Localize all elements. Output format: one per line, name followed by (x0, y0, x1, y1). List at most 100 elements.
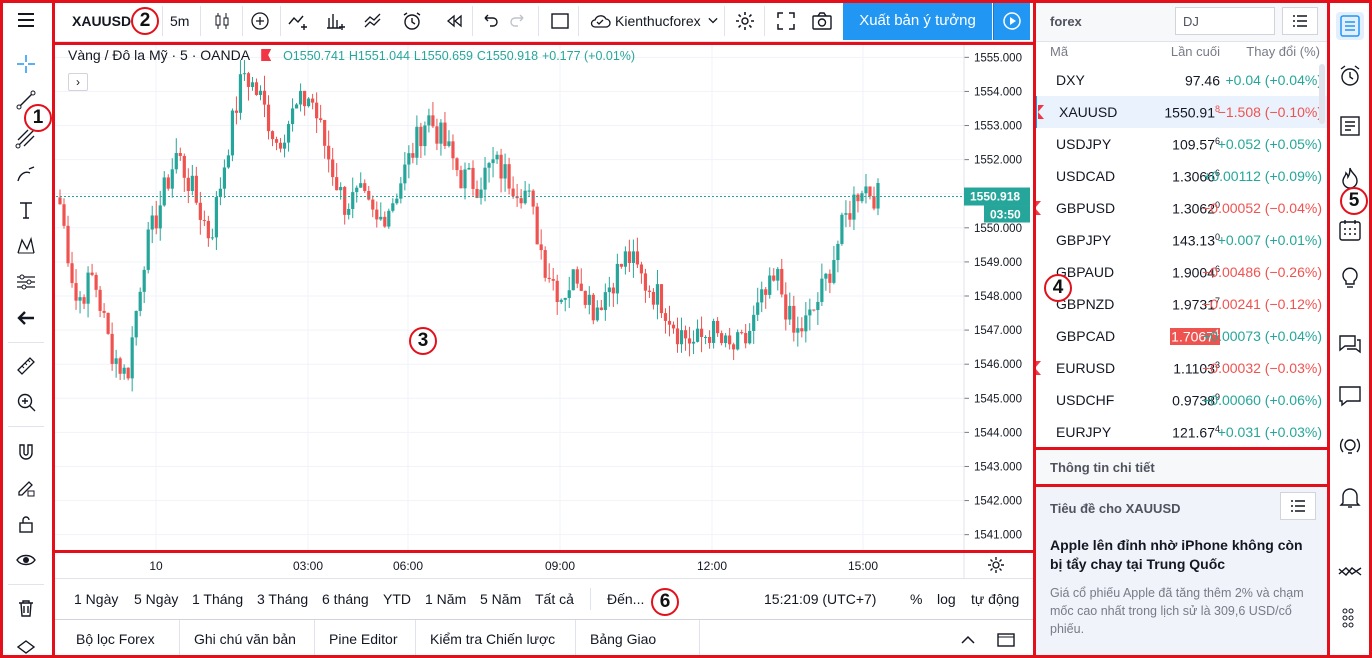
menu-icon[interactable] (14, 8, 38, 32)
text-tool-icon[interactable] (14, 198, 38, 222)
axis-settings-icon[interactable] (988, 557, 1004, 573)
flag-icon[interactable] (1038, 105, 1044, 119)
watchlist-row[interactable]: EURJPY 121.674 +0.031 (+0.03%) (1034, 416, 1328, 448)
trash-icon[interactable] (14, 596, 38, 620)
magnet-icon[interactable] (14, 440, 38, 464)
bottom-tab-2[interactable]: Pine Editor (315, 620, 416, 658)
maximize-panel-icon[interactable] (996, 630, 1016, 650)
layers-icon[interactable] (14, 636, 38, 658)
lock-pencil-icon[interactable] (14, 476, 38, 500)
redo-icon[interactable] (506, 9, 530, 33)
brush-icon[interactable] (14, 162, 38, 186)
flag-icon[interactable] (1035, 361, 1041, 375)
cloud-icon[interactable] (588, 9, 612, 33)
range-7[interactable]: 5 Năm (480, 591, 522, 607)
replay-icon[interactable] (442, 9, 466, 33)
streams-icon[interactable] (1336, 432, 1364, 460)
collapse-panel-icon[interactable] (958, 630, 978, 650)
chats-icon[interactable] (1336, 330, 1364, 358)
crosshair-icon[interactable] (14, 52, 38, 76)
news-feed-icon[interactable] (1336, 112, 1364, 140)
watchlist-icon[interactable] (1336, 12, 1364, 40)
layout-name[interactable]: Kienthucforex (615, 13, 701, 29)
unlock-icon[interactable] (14, 512, 38, 536)
range-4[interactable]: 6 tháng (322, 591, 369, 607)
alert-icon[interactable] (400, 9, 424, 33)
range-3[interactable]: 3 Tháng (257, 591, 309, 607)
range-1[interactable]: 5 Ngày (134, 591, 179, 607)
time-axis[interactable]: 10 03:00 06:00 09:00 12:00 15:00 (52, 550, 1033, 579)
log-toggle[interactable]: log (937, 591, 956, 607)
col-last[interactable]: Lần cuối (1170, 44, 1220, 59)
prediction-icon[interactable] (14, 270, 38, 294)
col-change[interactable]: Thay đổi (%) (1246, 44, 1320, 59)
watchlist-row[interactable]: USDCAD 1.30666 +0.00112 (+0.09%) (1034, 160, 1328, 192)
indicators-icon[interactable] (286, 9, 310, 33)
auto-scale-toggle[interactable]: tự động (971, 591, 1020, 607)
watchlist-title[interactable]: forex (1050, 14, 1082, 29)
pitchfork-icon[interactable] (14, 126, 38, 150)
goto-date-button[interactable]: Đến... (607, 591, 645, 607)
watchlist-row[interactable]: GBPAUD 1.90046 −0.00486 (−0.26%) (1034, 256, 1328, 288)
compare-add-icon[interactable] (248, 9, 272, 33)
range-5[interactable]: YTD (383, 591, 411, 607)
candlestick-chart[interactable]: 1555.0001554.0001553.0001552.0001551.000… (52, 42, 1033, 550)
hotlist-fire-icon[interactable] (1336, 164, 1364, 192)
watchlist-row[interactable]: DXY 97.46 +0.04 (+0.04%) (1034, 64, 1328, 96)
watchlist-row[interactable]: USDJPY 109.576 +0.052 (+0.05%) (1034, 128, 1328, 160)
candle-type-icon[interactable] (210, 9, 234, 33)
camera-icon[interactable] (810, 9, 834, 33)
ideas-lightbulb-icon[interactable] (1336, 264, 1364, 292)
financials-icon[interactable] (324, 9, 348, 33)
trading-icon[interactable] (1336, 556, 1364, 584)
more-apps-icon[interactable] (1336, 604, 1364, 632)
notifications-bell-icon[interactable] (1336, 484, 1364, 512)
watchlist-scrollbar[interactable] (1319, 64, 1325, 124)
undo-icon[interactable] (478, 9, 502, 33)
watchlist-row[interactable]: XAUUSD 1550.918 −1.508 (−0.10%) (1034, 96, 1328, 128)
play-button[interactable] (993, 2, 1030, 40)
templates-icon[interactable] (362, 9, 386, 33)
calendar-icon[interactable] (1336, 216, 1364, 244)
fullscreen-select-icon[interactable] (548, 9, 572, 33)
col-symbol[interactable]: Mã (1050, 44, 1069, 59)
eye-icon[interactable] (14, 548, 38, 572)
price-chart[interactable]: 1555.0001554.0001553.0001552.0001551.000… (52, 42, 1033, 550)
watchlist-row[interactable]: GBPNZD 1.97317 −0.00241 (−0.12%) (1034, 288, 1328, 320)
range-6[interactable]: 1 Năm (425, 591, 467, 607)
range-0[interactable]: 1 Ngày (74, 591, 119, 607)
watchlist-menu-icon[interactable] (1282, 7, 1318, 35)
watchlist-row[interactable]: GBPCAD 1.70674 +0.00073 (+0.04%) (1034, 320, 1328, 352)
percent-toggle[interactable]: % (910, 591, 923, 607)
symbol-search[interactable]: XAUUSD (72, 13, 132, 29)
pattern-icon[interactable] (14, 234, 38, 258)
range-2[interactable]: 1 Tháng (192, 591, 244, 607)
clock-display[interactable]: 15:21:09 (UTC+7) (764, 591, 877, 607)
ruler-icon[interactable] (14, 354, 38, 378)
legend-expand-button[interactable]: › (68, 73, 88, 91)
details-header[interactable]: Thông tin chi tiết (1034, 448, 1328, 486)
fullscreen-icon[interactable] (774, 9, 798, 33)
alarm-clock-icon[interactable] (1336, 62, 1364, 90)
watchlist-row[interactable]: EURUSD 1.11033 −0.00032 (−0.03%) (1034, 352, 1328, 384)
trendline-icon[interactable] (14, 88, 38, 112)
range-8[interactable]: Tất cả (535, 591, 574, 607)
chevron-down-icon[interactable] (704, 11, 722, 29)
interval-selector[interactable]: 5m (170, 13, 190, 29)
settings-gear-icon[interactable] (733, 9, 757, 33)
news-menu-icon[interactable] (1280, 492, 1316, 520)
watchlist-search-input[interactable]: DJ (1175, 7, 1275, 35)
watchlist-row[interactable]: GBPUSD 1.30620 −0.00052 (−0.04%) (1034, 192, 1328, 224)
publish-idea-button[interactable]: Xuất bản ý tưởng (843, 2, 992, 40)
chat-bubble-icon[interactable] (1336, 382, 1364, 410)
watchlist-row[interactable]: GBPJPY 143.130 +0.007 (+0.01%) (1034, 224, 1328, 256)
zoom-in-icon[interactable] (14, 390, 38, 414)
flag-icon[interactable] (1035, 201, 1041, 215)
bottom-tab-4[interactable]: Bảng Giao dịch (576, 620, 700, 658)
arrow-left-icon[interactable] (14, 306, 38, 330)
bottom-tab-3[interactable]: Kiểm tra Chiến lược (416, 620, 576, 658)
bottom-tab-1[interactable]: Ghi chú văn bản (180, 620, 315, 658)
watchlist-row[interactable]: USDCHF 0.97389 +0.00060 (+0.06%) (1034, 384, 1328, 416)
news-headline[interactable]: Apple lên đỉnh nhờ iPhone không còn bị t… (1050, 537, 1303, 572)
bottom-tab-0[interactable]: Bộ lọc Forex ⌄ (62, 620, 180, 658)
